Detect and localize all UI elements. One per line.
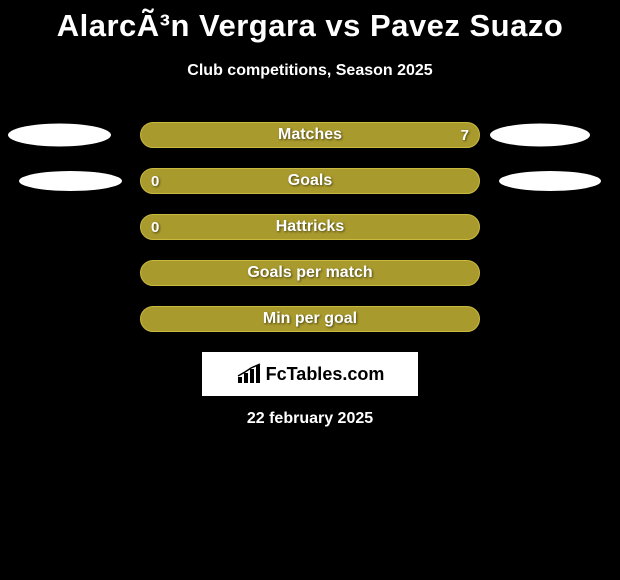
date-text: 22 february 2025	[0, 410, 620, 428]
logo-text: FcTables.com	[266, 364, 385, 385]
stats-container: Matches 7 0 Goals 0 Hattricks Goals per …	[0, 122, 620, 332]
stat-row: Matches 7	[0, 122, 620, 148]
stat-label: Min per goal	[141, 310, 479, 328]
stat-bar: 0 Goals	[140, 168, 480, 194]
stat-row: 0 Goals	[0, 168, 620, 194]
deco-ellipse-right	[490, 124, 590, 147]
stat-bar: Matches 7	[140, 122, 480, 148]
stat-bar: Goals per match	[140, 260, 480, 286]
logo: FcTables.com	[202, 352, 418, 396]
stat-bar: Min per goal	[140, 306, 480, 332]
stat-row: 0 Hattricks	[0, 214, 620, 240]
deco-ellipse-right	[499, 171, 601, 191]
stat-row: Goals per match	[0, 260, 620, 286]
subtitle: Club competitions, Season 2025	[0, 62, 620, 80]
stat-label: Goals per match	[141, 264, 479, 282]
page-title: AlarcÃ³n Vergara vs Pavez Suazo	[0, 0, 620, 44]
stat-bar: 0 Hattricks	[140, 214, 480, 240]
deco-ellipse-left	[19, 171, 122, 191]
stat-label: Goals	[141, 172, 479, 190]
stat-label: Hattricks	[141, 218, 479, 236]
stat-row: Min per goal	[0, 306, 620, 332]
stat-value-right: 7	[461, 127, 469, 144]
deco-ellipse-left	[8, 124, 111, 147]
stat-label: Matches	[141, 126, 479, 144]
bar-chart-icon	[236, 363, 262, 385]
